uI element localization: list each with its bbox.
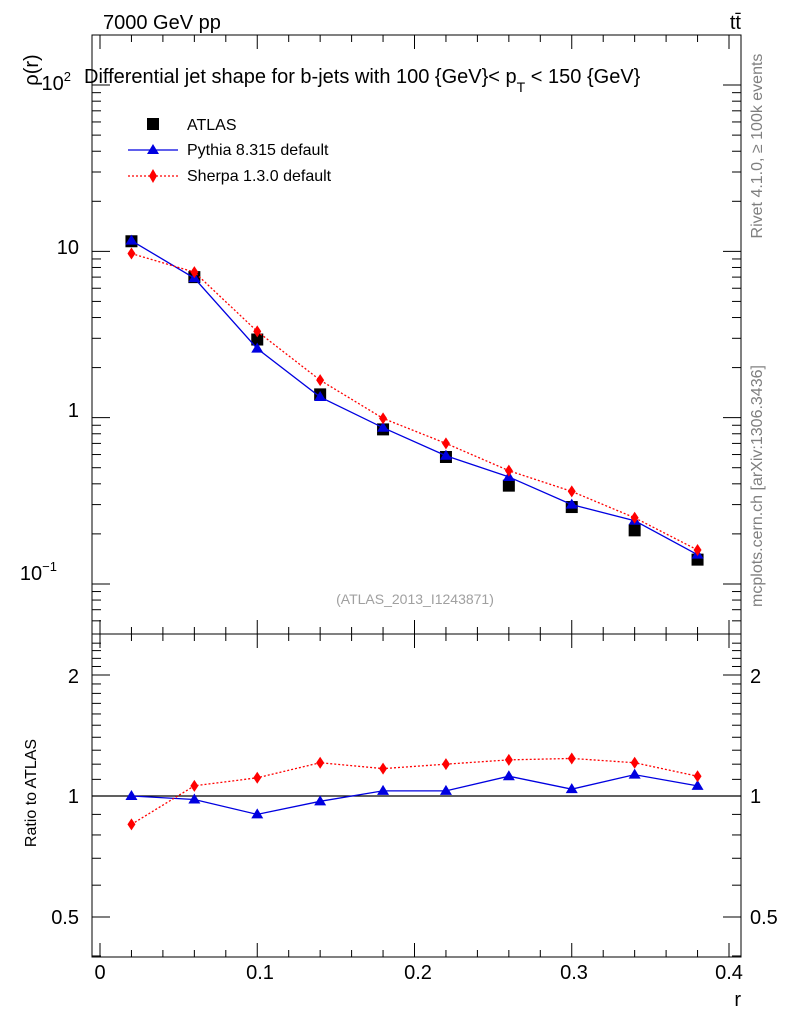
pythia-main-point — [314, 391, 327, 402]
axis-ticks — [92, 34, 741, 957]
ratio-tick-label-right-2: 2 — [750, 666, 761, 688]
atlas-main-point — [628, 524, 641, 537]
data-series — [125, 234, 704, 831]
pythia-main-point — [565, 498, 578, 509]
sherpa-main-point — [379, 412, 388, 425]
pythia-ratio-point — [502, 770, 515, 781]
pythia-ratio-line — [131, 774, 698, 816]
sherpa-ratio-point — [630, 756, 639, 769]
ratio-tick-label-1: 1 — [68, 786, 79, 808]
pythia-ratio-point — [314, 795, 327, 806]
pythia-ratio-point — [565, 783, 578, 794]
sherpa-ratio-point — [567, 752, 576, 765]
sherpa-main-line — [131, 252, 698, 551]
pythia-ratio-point — [251, 808, 264, 819]
mcplots-label: mcplots.cern.ch [arXiv:1306.3436] — [749, 365, 766, 607]
sherpa-ratio-point — [127, 818, 136, 831]
pythia-main-line — [131, 240, 698, 556]
sherpa-main-point — [316, 374, 325, 387]
pythia-ratio-point — [377, 784, 390, 795]
pythia-main-point — [251, 342, 264, 353]
pythia-main-point — [377, 421, 390, 432]
sherpa-ratio-point — [693, 770, 702, 783]
pythia-ratio-point — [691, 779, 704, 790]
sherpa-ratio-line — [131, 757, 698, 825]
chart-title: Differential jet shape for b-jets with 1… — [84, 66, 641, 95]
sherpa-ratio-point — [190, 779, 199, 792]
sherpa-main-point — [441, 437, 450, 450]
atlas-main-point — [251, 333, 264, 346]
chart-title-tail: < 150 {GeV} — [525, 66, 640, 88]
sherpa-main-point — [504, 464, 513, 477]
pythia-main-point — [439, 449, 452, 460]
x-axis-label: r — [734, 989, 741, 1011]
y-tick-label-100: 102 — [42, 69, 71, 95]
sherpa-ratio-point — [253, 771, 262, 784]
ratio-tick-label-2: 2 — [68, 666, 79, 688]
pythia-main-point — [125, 234, 138, 245]
x-tick-label-0.1: 0.1 — [246, 962, 274, 984]
sherpa-main-point — [630, 511, 639, 524]
sherpa-main-point — [693, 543, 702, 556]
legend-pythia-label: Pythia 8.315 default — [187, 142, 329, 159]
pythia-ratio-point — [439, 784, 452, 795]
y-tick-label-0.1: 10−1 — [20, 559, 57, 585]
pythia-ratio-point — [125, 790, 138, 800]
ratio-tick-label-right-0.5: 0.5 — [750, 907, 778, 929]
pythia-ratio-point — [188, 793, 201, 804]
legend-pythia-marker — [147, 144, 159, 154]
sherpa-main-point — [127, 247, 136, 260]
y-axis-label: ρ(r) — [21, 54, 43, 85]
legend: ATLAS Pythia 8.315 default Sherpa 1.3.0 … — [128, 117, 332, 185]
sherpa-ratio-point — [441, 758, 450, 771]
legend-sherpa-marker — [149, 169, 157, 183]
process-label: tt̄ — [730, 12, 742, 34]
y-tick-label-10: 10 — [57, 237, 79, 259]
x-tick-label-0.4: 0.4 — [715, 962, 743, 984]
y-tick-label-1: 1 — [68, 400, 79, 422]
chart-title-subscript: T — [517, 79, 526, 95]
atlas-main-point — [502, 479, 515, 492]
pythia-ratio-point — [628, 768, 641, 779]
sherpa-ratio-point — [504, 753, 513, 766]
sherpa-ratio-point — [379, 762, 388, 775]
energy-label: 7000 GeV pp — [103, 12, 221, 34]
sherpa-ratio-point — [316, 756, 325, 769]
x-tick-label-0: 0 — [94, 962, 105, 984]
x-tick-label-0.2: 0.2 — [404, 962, 432, 984]
legend-atlas-label: ATLAS — [187, 117, 237, 134]
ratio-axis-label: Ratio to ATLAS — [23, 739, 40, 847]
legend-atlas-marker — [147, 118, 159, 130]
x-tick-label-0.3: 0.3 — [560, 962, 588, 984]
analysis-watermark: (ATLAS_2013_I1243871) — [336, 591, 494, 607]
ratio-tick-label-right-1: 1 — [750, 786, 761, 808]
sherpa-main-point — [190, 266, 199, 279]
sherpa-main-point — [567, 485, 576, 498]
legend-sherpa-label: Sherpa 1.3.0 default — [187, 168, 332, 185]
rivet-version-label: Rivet 4.1.0, ≥ 100k events — [749, 54, 766, 239]
ratio-tick-label-0.5: 0.5 — [51, 907, 79, 929]
sherpa-main-point — [253, 325, 262, 338]
chart-title-main: Differential jet shape for b-jets with 1… — [84, 66, 517, 88]
